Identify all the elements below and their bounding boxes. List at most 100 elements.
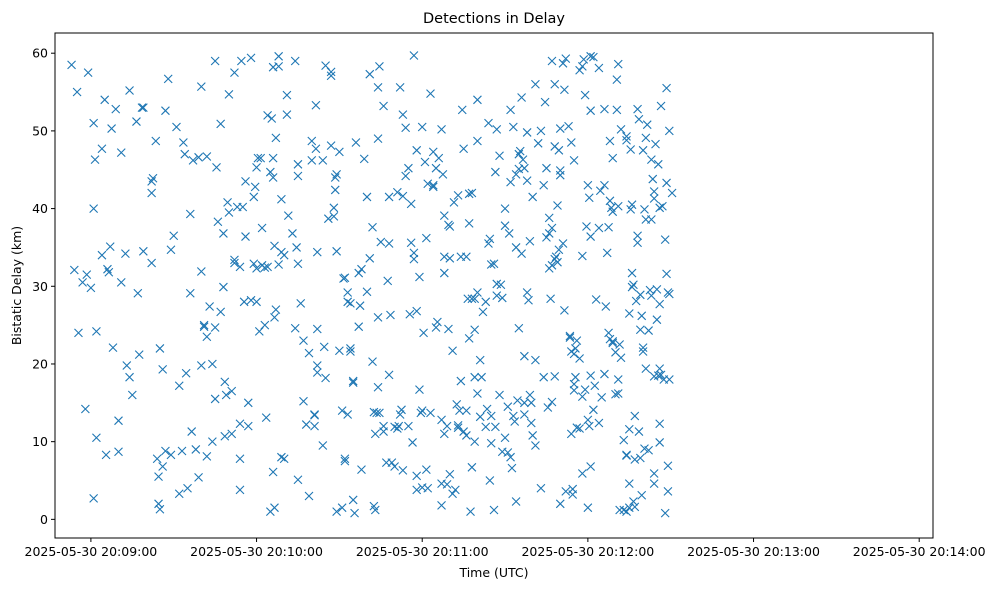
data-point — [504, 229, 514, 238]
data-point — [351, 138, 361, 147]
data-point — [605, 196, 615, 206]
data-point — [656, 101, 666, 111]
data-point — [373, 382, 383, 392]
data-point — [462, 431, 471, 440]
data-point — [290, 323, 300, 333]
data-point — [615, 340, 625, 349]
data-point — [238, 202, 248, 212]
data-point — [630, 411, 640, 421]
data-point — [653, 371, 663, 381]
data-point — [497, 293, 507, 303]
data-point — [554, 245, 564, 255]
data-point — [404, 163, 413, 173]
data-point — [376, 237, 386, 247]
data-point — [401, 171, 411, 181]
data-point — [235, 485, 245, 495]
data-point — [448, 346, 457, 356]
data-point — [544, 229, 554, 238]
data-point — [236, 56, 246, 66]
data-point — [611, 389, 620, 399]
data-point — [428, 182, 438, 192]
data-point — [412, 485, 422, 495]
data-point — [470, 325, 480, 335]
data-point — [434, 153, 444, 163]
data-point — [608, 338, 618, 348]
data-point — [543, 403, 553, 412]
data-point — [500, 221, 510, 231]
data-point — [373, 312, 383, 322]
data-point — [417, 122, 427, 132]
data-point — [584, 193, 594, 203]
data-point — [230, 68, 239, 78]
data-point — [500, 433, 510, 443]
data-point — [279, 250, 289, 260]
data-point — [86, 283, 96, 293]
data-point — [332, 170, 342, 179]
data-point — [633, 238, 642, 248]
data-point — [602, 248, 612, 258]
data-point — [613, 59, 623, 69]
data-point — [271, 133, 281, 143]
data-point — [373, 134, 383, 144]
data-point — [452, 399, 462, 409]
data-point — [586, 106, 596, 116]
data-point — [392, 424, 402, 433]
data-point — [312, 247, 322, 257]
data-point — [663, 461, 673, 471]
data-point — [299, 336, 308, 346]
data-point — [368, 357, 377, 367]
data-point — [205, 302, 215, 311]
data-point — [312, 324, 322, 334]
data-point — [555, 170, 565, 180]
data-point — [638, 343, 648, 353]
data-point — [383, 276, 393, 286]
data-point — [475, 412, 485, 422]
data-point — [235, 419, 245, 429]
y-tick-label: 60 — [32, 46, 48, 61]
data-point — [608, 337, 618, 346]
data-point — [565, 331, 575, 341]
data-point — [473, 95, 482, 105]
data-point — [444, 324, 453, 334]
data-point — [437, 124, 446, 134]
data-point — [89, 118, 99, 128]
data-point — [613, 389, 623, 398]
data-point — [470, 372, 480, 382]
data-point — [591, 295, 601, 304]
data-point — [263, 262, 272, 272]
data-point — [368, 222, 377, 232]
data-point — [664, 289, 674, 299]
data-point — [506, 452, 515, 462]
data-point — [185, 288, 195, 298]
data-point — [622, 131, 631, 141]
data-point — [304, 348, 314, 358]
data-point — [580, 385, 590, 394]
data-point — [613, 375, 623, 384]
data-point — [649, 479, 659, 489]
data-point — [555, 499, 565, 509]
data-point — [116, 278, 126, 287]
data-point — [419, 328, 428, 338]
data-point — [253, 153, 263, 163]
data-point — [107, 124, 116, 133]
data-point — [220, 377, 230, 387]
data-point — [80, 404, 90, 414]
data-point — [484, 118, 493, 128]
data-point — [346, 347, 355, 356]
data-point — [196, 361, 206, 370]
data-point — [350, 508, 359, 518]
data-point — [282, 90, 292, 100]
data-point — [445, 222, 455, 231]
data-point — [420, 157, 430, 167]
data-point — [174, 381, 184, 391]
data-point — [161, 446, 170, 456]
data-point — [655, 438, 665, 447]
data-point — [260, 263, 270, 273]
data-point — [577, 469, 587, 478]
data-point — [568, 484, 578, 494]
data-point — [566, 138, 576, 147]
data-point — [348, 495, 358, 505]
data-point — [536, 483, 546, 493]
data-point — [508, 411, 518, 421]
data-point — [638, 347, 648, 356]
